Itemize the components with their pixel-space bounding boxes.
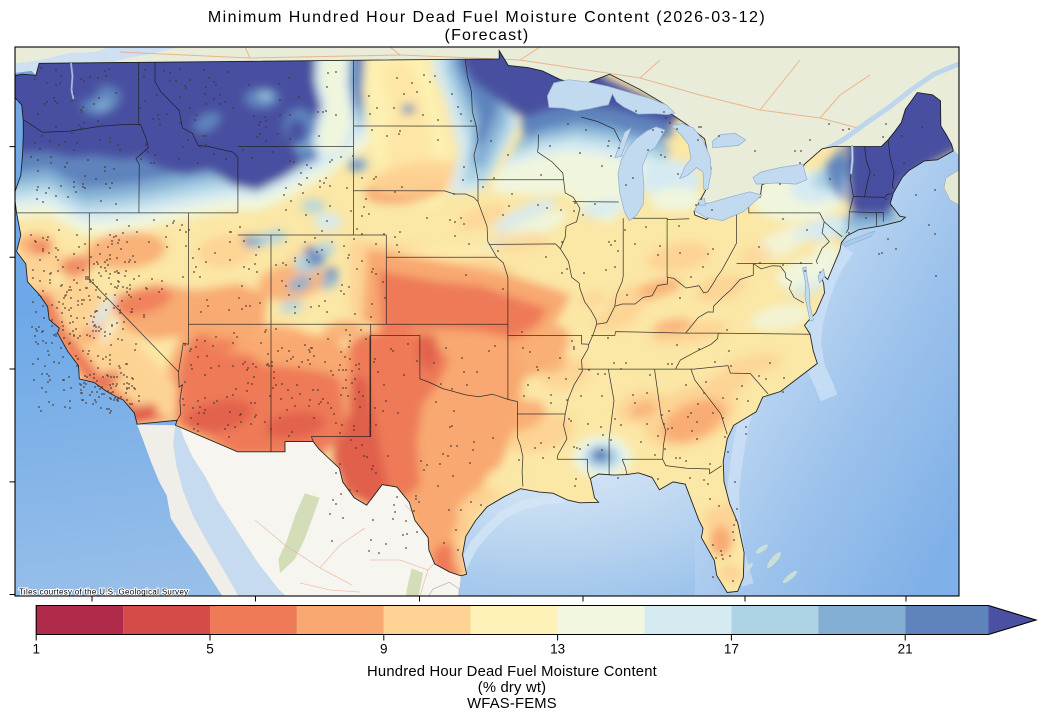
svg-text:13: 13 xyxy=(550,642,565,657)
svg-text:Tiles courtesy of the U.S. Geo: Tiles courtesy of the U.S. Geological Su… xyxy=(19,588,188,597)
svg-text:Hundred Hour Dead Fuel Moistur: Hundred Hour Dead Fuel Moisture Content xyxy=(367,664,657,680)
svg-text:WFAS-FEMS: WFAS-FEMS xyxy=(467,696,557,712)
svg-text:17: 17 xyxy=(724,642,739,657)
svg-text:9: 9 xyxy=(380,642,388,657)
svg-text:Minimum Hundred Hour Dead Fuel: Minimum Hundred Hour Dead Fuel Moisture … xyxy=(208,9,766,26)
svg-text:5: 5 xyxy=(206,642,214,657)
svg-text:21: 21 xyxy=(898,642,913,657)
svg-text:(% dry wt): (% dry wt) xyxy=(478,680,547,696)
svg-text:1: 1 xyxy=(32,642,40,657)
svg-text:(Forecast): (Forecast) xyxy=(445,27,530,44)
